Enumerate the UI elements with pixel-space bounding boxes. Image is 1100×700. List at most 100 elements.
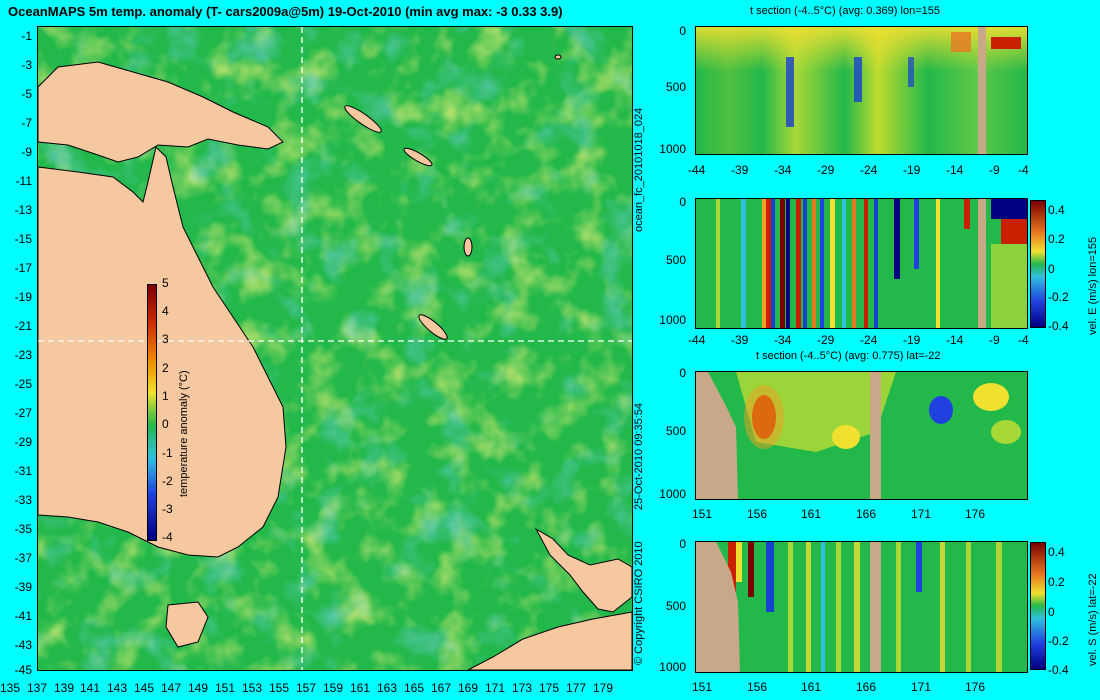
panel-title: t section (-4..5°C) (avg: 0.775) lat=-22: [756, 350, 941, 362]
x-tick: 151: [692, 507, 713, 521]
solomon-islands-land: [344, 105, 382, 133]
x-tick: 166: [856, 507, 877, 521]
lon-tick: 139: [54, 681, 75, 695]
map-lat-axis: -1 -3 -5 -7 -9 -11 -13 -15 -17 -19 -21 -…: [2, 27, 36, 676]
colorbar-tick: 0: [1048, 262, 1055, 276]
lon-tick: 155: [269, 681, 290, 695]
section-land-mask: [978, 27, 986, 154]
lat-tick: -25: [14, 377, 32, 391]
tasmania-land: [165, 601, 209, 648]
new-zealand-north-land: [534, 527, 632, 613]
t-section-lon-svg: [696, 27, 1027, 154]
section-land-mask: [978, 199, 986, 328]
lon-tick: 159: [323, 681, 344, 695]
depth-tick: 0: [679, 366, 686, 380]
lon-tick: 153: [242, 681, 263, 695]
t-section-lat-panel[interactable]: [695, 371, 1028, 500]
lon-tick: 151: [215, 681, 236, 695]
x-tick: -24: [860, 333, 878, 347]
map-colorbar-tick: 2: [162, 361, 169, 375]
lon-tick: 149: [188, 681, 209, 695]
run-label: ocean_fc_20101018_024: [633, 107, 645, 232]
lon-tick: 145: [134, 681, 155, 695]
lat-tick: -21: [14, 319, 32, 333]
t-section-lon-panel[interactable]: [695, 26, 1028, 155]
panel-x-axis: -44 -39 -34 -29 -24 -19 -14 -9 -4: [688, 163, 1029, 178]
lat-tick: -17: [14, 261, 32, 275]
vel-s-section-panel[interactable]: [695, 541, 1028, 673]
colorbar-tick: 0.4: [1048, 203, 1065, 217]
lon-tick: 165: [404, 681, 425, 695]
map-plot[interactable]: 5 4 3 2 1 0 -1 -2 -3 -4 temperature anom…: [37, 26, 633, 671]
panel-x-axis: 151 156 161 166 171 176: [692, 508, 1032, 522]
x-tick: 176: [965, 680, 986, 694]
lat-tick: -13: [14, 203, 32, 217]
x-tick: -14: [946, 163, 964, 177]
colorbar-tick: -0.4: [1048, 663, 1069, 677]
map-colorbar-tick: -4: [162, 530, 173, 544]
x-tick: -39: [731, 163, 749, 177]
lon-tick: 179: [593, 681, 614, 695]
map-colorbar-tick: 3: [162, 332, 169, 346]
vel-e-section-panel[interactable]: [695, 198, 1028, 329]
panel-depth-axis: 0 500 1000: [650, 366, 692, 501]
vanuatu-land: [463, 237, 473, 257]
colorbar-tick: 0: [1048, 605, 1055, 619]
depth-tick: 0: [679, 24, 686, 38]
x-tick: -39: [731, 333, 749, 347]
x-tick: 161: [801, 680, 822, 694]
section-land-mask: [696, 372, 738, 499]
lon-tick: 163: [377, 681, 398, 695]
lon-tick: 157: [296, 681, 317, 695]
lon-tick: 141: [80, 681, 101, 695]
colorbar-tick: 0.2: [1048, 232, 1065, 246]
vel-s-colorbar-ticks: 0.4 0.2 0 -0.2 -0.4: [1048, 538, 1082, 677]
section-land-mask: [870, 542, 881, 672]
depth-tick: 1000: [659, 487, 686, 501]
x-tick: -44: [688, 163, 706, 177]
vel-e-colorbar-label: vel. E (m/s) lon=155: [1087, 236, 1099, 335]
map-title: OceanMAPS 5m temp. anomaly (T- cars2009a…: [8, 4, 563, 19]
x-tick: -19: [903, 163, 921, 177]
solomon-islands-land: [403, 147, 433, 167]
map-colorbar-tick: 0: [162, 417, 169, 431]
new-guinea-land: [38, 61, 284, 163]
colorbar-tick: -0.2: [1048, 290, 1069, 304]
copyright-label: © Copyright CSIRO 2010: [633, 541, 645, 665]
lon-tick: 175: [539, 681, 560, 695]
x-tick: 151: [692, 680, 713, 694]
new-zealand-south-land: [467, 611, 632, 670]
lat-tick: -9: [21, 145, 32, 159]
panel-x-axis: 151 156 161 166 171 176: [692, 681, 1032, 695]
colorbar-tick: -0.2: [1048, 634, 1069, 648]
lat-tick: -41: [14, 609, 32, 623]
depth-tick: 500: [665, 80, 686, 94]
depth-tick: 0: [679, 195, 686, 209]
depth-tick: 500: [665, 424, 686, 438]
map-colorbar-tick: -2: [162, 474, 173, 488]
x-tick: -4: [1018, 333, 1029, 347]
lat-tick: -11: [15, 174, 32, 188]
lon-tick: 135: [0, 681, 21, 695]
panel-depth-axis: 0 500 1000: [650, 196, 692, 326]
lon-tick: 137: [27, 681, 48, 695]
panel-x-axis: -44 -39 -34 -29 -24 -19 -14 -9 -4: [688, 333, 1029, 348]
colorbar-tick: -0.4: [1048, 319, 1069, 333]
x-tick: -14: [946, 333, 964, 347]
lon-tick: 147: [161, 681, 182, 695]
depth-tick: 1000: [659, 660, 686, 674]
vel-s-colorbar-label: vel. S (m/s) lat=-22: [1087, 573, 1099, 666]
map-colorbar-tick: 5: [162, 276, 169, 290]
lat-tick: -33: [14, 493, 32, 507]
x-tick: 156: [747, 680, 768, 694]
lat-tick: -7: [21, 116, 32, 130]
lat-tick: -19: [14, 290, 32, 304]
depth-tick: 0: [679, 537, 686, 551]
vel-e-section-svg: [696, 199, 1027, 328]
x-tick: -29: [817, 163, 835, 177]
colorbar-tick: 0.4: [1048, 545, 1065, 559]
island-land: [554, 54, 562, 60]
lat-tick: -5: [21, 87, 32, 101]
lat-tick: -39: [14, 580, 32, 594]
x-tick: -9: [989, 333, 1000, 347]
